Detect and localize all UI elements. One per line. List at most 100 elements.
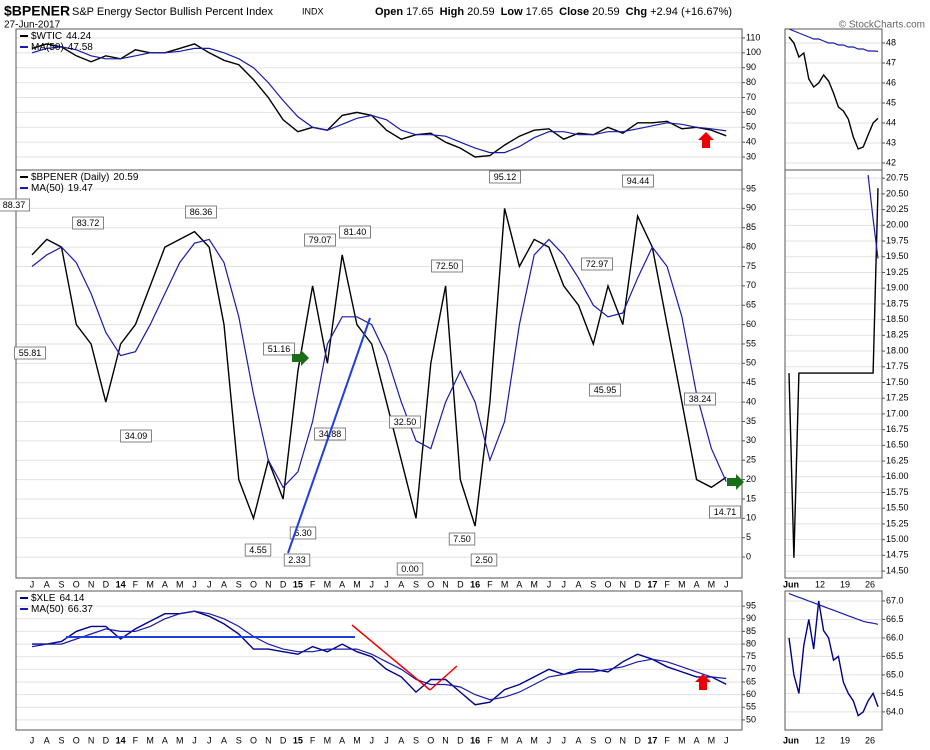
x-tick-label: J [384, 579, 389, 589]
y-tick-label: 80 [746, 638, 756, 648]
annotation: 2.50 [470, 553, 498, 567]
x-tick-label: J [547, 735, 552, 745]
x-tick-label: M [678, 735, 686, 745]
series-line [788, 29, 879, 52]
y-tick-label: 15.00 [886, 534, 909, 544]
quote-label: Close [559, 6, 589, 18]
x-tick-label: J [369, 579, 374, 589]
x-tick-label: D [457, 579, 464, 589]
x-tick-label: F [487, 579, 493, 589]
annotation: 34.09 [120, 429, 152, 443]
annotation: 95.12 [489, 170, 521, 184]
x-tick-label: O [605, 735, 612, 745]
x-tick-label: J [384, 735, 389, 745]
x-tick-label: A [694, 735, 700, 745]
annotation-box [185, 205, 217, 219]
y-tick-label: 65.5 [886, 651, 904, 661]
x-tick-label: M [708, 579, 716, 589]
x-tick-label: F [133, 735, 139, 745]
y-tick-label: 10 [746, 513, 756, 523]
y-tick-label: 18.50 [886, 314, 909, 324]
x-tick-label: D [280, 579, 287, 589]
arrow [698, 132, 714, 148]
legend-entry: $WTIC 44.24 [31, 31, 92, 42]
annotation: 94.44 [622, 174, 654, 188]
y-tick-label: 15.25 [886, 518, 909, 528]
y-tick-label: 40 [746, 137, 756, 147]
quote-label: Chg [626, 6, 647, 18]
y-tick-label: 16.50 [886, 440, 909, 450]
legend-value: 47.58 [68, 42, 93, 53]
y-tick-label: 15 [746, 493, 756, 503]
annotation-box [0, 198, 30, 212]
x-tick-label: A [516, 579, 522, 589]
x-tick-label: J [724, 735, 729, 745]
x-tick-label: A [162, 579, 168, 589]
x-tick-label: F [133, 579, 139, 589]
series-line [31, 43, 727, 158]
legend-name: MA(50) [31, 183, 64, 194]
x-tick-label: D [634, 735, 641, 745]
x-tick-label: A [44, 735, 50, 745]
quote-value: 17.65 [526, 6, 554, 18]
x-tick-label: M [324, 579, 332, 589]
index-name: S&P Energy Sector Bullish Percent Index [72, 6, 273, 18]
annotation-box [431, 259, 463, 273]
y-tick-label: 20.75 [886, 173, 909, 183]
y-tick-label: 15.50 [886, 503, 909, 513]
y-tick-label: 44 [886, 117, 896, 127]
y-tick-label: 17.75 [886, 361, 909, 371]
x-tick-label: D [103, 579, 110, 589]
y-tick-label: 65 [746, 300, 756, 310]
legend-name: $XLE [31, 593, 56, 604]
annotation-box [120, 429, 152, 443]
legend-name: MA(50) [31, 42, 64, 53]
x-tick-label: O [73, 579, 80, 589]
annotation-box [622, 174, 654, 188]
annotation-label: 79.07 [309, 235, 332, 245]
y-tick-label: 20 [746, 474, 756, 484]
annotation-box [448, 532, 476, 546]
y-tick-label: 60 [746, 689, 756, 699]
y-tick-label: 50 [746, 714, 756, 724]
x-tick-label: J [30, 735, 35, 745]
annotation-label: 51.16 [268, 344, 291, 354]
y-tick-label: 46 [886, 77, 896, 87]
annotation-box [263, 342, 295, 356]
legend-value: 44.24 [66, 31, 91, 42]
annotation: 81.40 [339, 225, 371, 239]
x-tick-label: J [561, 735, 566, 745]
annotation: 14.71 [709, 505, 741, 519]
y-tick-label: 43 [886, 137, 896, 147]
x-tick-label: O [250, 579, 257, 589]
x-tick-label: A [575, 735, 581, 745]
y-tick-label: 95 [746, 601, 756, 611]
y-tick-label: 90 [746, 613, 756, 623]
x-tick-label: 17 [647, 735, 657, 745]
x-tick-label: O [250, 735, 257, 745]
x-tick-label: 26 [865, 735, 875, 745]
y-tick-label: 70 [746, 92, 756, 102]
y-tick-label: 48 [886, 37, 896, 47]
quote: Open 17.65 High 20.59 Low 17.65 Close 20.59 Chg +… [375, 6, 732, 18]
exchange: INDX [302, 6, 324, 16]
x-tick-label: A [44, 579, 50, 589]
y-tick-label: 20.50 [886, 188, 909, 198]
y-tick-label: 67.0 [886, 595, 904, 605]
x-tick-label: D [457, 735, 464, 745]
legend-value: 19.47 [68, 183, 93, 194]
annotation: 51.16 [263, 342, 295, 356]
y-tick-label: 70 [746, 664, 756, 674]
x-tick-label: A [398, 579, 404, 589]
x-tick-label: A [221, 579, 227, 589]
x-tick-label: M [530, 735, 538, 745]
date: 27-Jun-2017 [4, 20, 61, 31]
annotation-label: 86.36 [190, 207, 213, 217]
x-tick-label: S [590, 579, 596, 589]
x-tick-label: N [265, 735, 272, 745]
annotation-box [396, 562, 424, 576]
x-tick-label: O [427, 579, 434, 589]
x-tick-label: A [398, 735, 404, 745]
y-tick-label: 64.0 [886, 706, 904, 716]
x-tick-label: A [339, 579, 345, 589]
